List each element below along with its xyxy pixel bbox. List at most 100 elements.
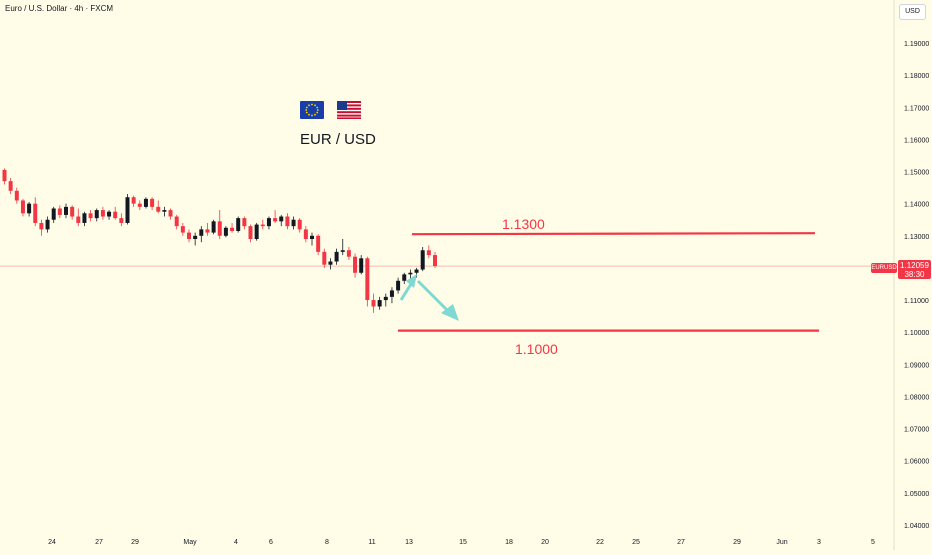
candle: [340, 239, 345, 256]
y-tick-label: 1.11000: [904, 298, 929, 305]
candle-body: [100, 210, 105, 217]
candle: [64, 203, 68, 219]
candle-body: [433, 255, 437, 267]
candle-body: [64, 206, 68, 215]
candle-body: [291, 219, 296, 227]
candle: [199, 226, 204, 243]
candle-body: [383, 296, 388, 301]
currency-selector[interactable]: USD: [899, 4, 926, 20]
candle-body: [211, 221, 216, 233]
candle: [377, 296, 382, 310]
candle: [303, 226, 308, 243]
candle: [119, 213, 124, 227]
candle-body: [260, 224, 265, 227]
candle: [125, 194, 130, 225]
candle-body: [254, 224, 259, 240]
candle-body: [328, 261, 333, 265]
y-tick-label: 1.08000: [904, 394, 929, 401]
candle-body: [131, 197, 136, 204]
candle: [230, 222, 235, 233]
x-tick-label: 27: [677, 539, 685, 546]
candle: [137, 200, 142, 211]
y-tick-label: 1.14000: [904, 202, 929, 209]
candle: [260, 219, 265, 230]
up-arrow-head: [406, 274, 417, 288]
candle: [131, 195, 136, 207]
x-tick-label: 25: [632, 539, 640, 546]
candle: [205, 222, 210, 236]
candle-body: [365, 258, 370, 301]
candle: [328, 258, 333, 270]
candle-body: [223, 227, 228, 236]
candle: [242, 216, 247, 230]
candle-body: [156, 206, 161, 212]
candle: [113, 206, 118, 220]
symbol-title: Euro / U.S. Dollar · 4h · FXCM: [5, 4, 114, 13]
up-arrow-annotation: [399, 274, 417, 301]
candle: [383, 293, 388, 307]
candle-body: [242, 218, 247, 227]
candle-body: [150, 198, 155, 207]
candle: [70, 205, 75, 220]
candle: [297, 218, 302, 233]
candle-body: [420, 250, 425, 270]
candle: [88, 210, 93, 222]
candle-body: [76, 216, 81, 223]
candle-body: [322, 251, 327, 265]
candle: [193, 232, 198, 246]
candle-body: [113, 211, 118, 219]
x-tick-label: 15: [459, 539, 467, 546]
candle-body: [51, 208, 56, 220]
candle: [389, 287, 394, 304]
candle: [51, 206, 56, 223]
x-tick-label: 8: [325, 539, 329, 546]
horizontal-level-line: [411, 232, 816, 236]
candle: [27, 202, 32, 217]
pair-label: EUR / USD: [300, 131, 376, 148]
candle-body: [125, 197, 130, 223]
candle-body: [279, 216, 284, 222]
candle-body: [137, 203, 142, 207]
y-tick-label: 1.16000: [904, 137, 929, 144]
lower-level-label: 1.1000: [515, 341, 558, 357]
candle-body: [236, 218, 241, 231]
x-tick-label: 4: [234, 539, 238, 546]
y-tick-label: 1.17000: [904, 105, 929, 112]
candle-body: [402, 274, 407, 281]
candle-body: [303, 229, 308, 240]
candle-body: [8, 181, 13, 191]
candle-body: [371, 300, 376, 307]
x-tick-label: 11: [368, 539, 375, 546]
candle: [310, 232, 314, 246]
candle: [396, 277, 401, 294]
y-tick-label: 1.04000: [904, 523, 929, 530]
x-tick-label: 27: [95, 539, 103, 546]
candle: [420, 247, 425, 272]
x-tick-label: 22: [596, 539, 604, 546]
x-tick-label: Jun: [776, 539, 787, 546]
candle-body: [426, 250, 431, 256]
y-tick-label: 1.13000: [904, 234, 929, 241]
candle: [8, 177, 13, 195]
x-tick-label: 24: [48, 539, 56, 546]
candle: [334, 248, 339, 265]
candle: [33, 197, 38, 227]
x-tick-label: 6: [269, 539, 273, 546]
x-tick-label: 3: [817, 539, 821, 546]
candle: [316, 234, 321, 256]
candle: [322, 248, 327, 268]
x-tick-label: May: [183, 539, 197, 546]
candle: [408, 269, 413, 280]
down-arrow-annotation: [416, 279, 459, 321]
candle: [156, 200, 161, 214]
candle-body: [199, 229, 204, 236]
y-tick-label: 1.05000: [904, 491, 929, 498]
candle-body: [389, 290, 394, 297]
candle: [273, 210, 278, 223]
candle: [168, 208, 173, 220]
candle: [39, 219, 44, 236]
x-tick-label: 13: [405, 539, 413, 546]
eu-flag-icon: [300, 101, 324, 119]
